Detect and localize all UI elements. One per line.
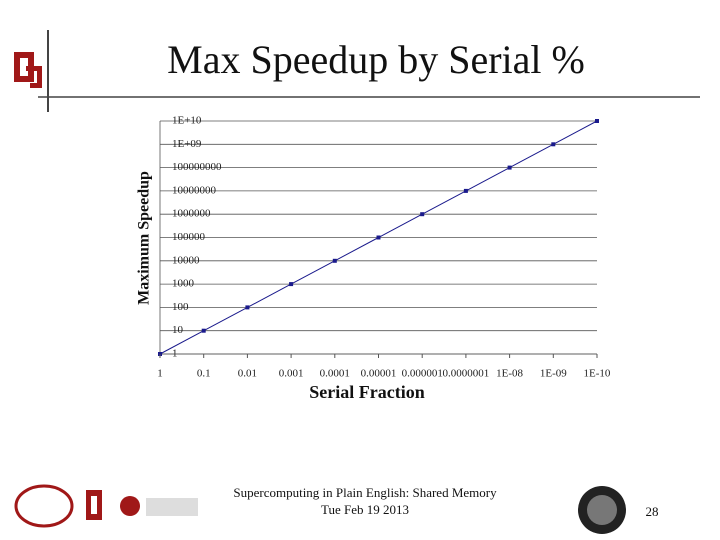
- footer-logos: [14, 484, 626, 534]
- footer-text: Tue Feb 19 2013: [321, 502, 409, 517]
- y-tick-label: 10000: [172, 254, 200, 266]
- y-tick-label: 1000: [172, 278, 195, 290]
- x-tick-label: 0.01: [238, 368, 257, 380]
- point-marker: [376, 235, 381, 240]
- point-marker: [289, 282, 294, 287]
- point-marker: [551, 142, 556, 147]
- point-marker: [507, 165, 512, 170]
- y-tick-label: 1000000: [172, 208, 211, 220]
- x-tick-label: 0.00001: [361, 368, 397, 380]
- point-marker: [420, 212, 425, 217]
- x-tick-label: 1: [157, 368, 163, 380]
- point-marker: [463, 188, 468, 193]
- x-tick-label: 0.0001: [320, 368, 350, 380]
- y-tick-label: 10: [172, 324, 184, 336]
- y-tick-label: 100: [172, 301, 189, 313]
- point-marker: [332, 258, 337, 263]
- y-tick-label: 1: [172, 348, 178, 360]
- chart-title: Max Speedup by Serial %: [167, 37, 585, 82]
- ou-logo: [14, 52, 42, 88]
- x-tick-label: 0.001: [279, 368, 304, 380]
- point-marker: [245, 305, 250, 310]
- y-tick-label: 1E+09: [172, 138, 202, 150]
- y-tick-label: 100000: [172, 231, 206, 243]
- x-tick-label: 1E-08: [496, 368, 523, 380]
- y-axis-label: Maximum Speedup: [136, 171, 153, 305]
- x-tick-label: 1E-10: [584, 368, 611, 380]
- x-tick-label: 0.000001: [402, 368, 443, 380]
- x-tick-label: 0.0000001: [443, 368, 490, 380]
- x-tick-label: 0.1: [197, 368, 211, 380]
- y-tick-label: 100000000: [172, 161, 222, 173]
- footer-text: Supercomputing in Plain English: Shared …: [233, 485, 497, 500]
- x-axis-label: Serial Fraction: [309, 382, 424, 402]
- y-tick-label: 1E+10: [172, 115, 202, 127]
- plot: 1 10 100 1000 10000 100000 1000000 10000000 1000…: [157, 115, 611, 380]
- x-tick-label: 1E-09: [540, 368, 567, 380]
- point-marker: [201, 328, 206, 333]
- page-number: 28: [646, 504, 659, 519]
- point-marker: [595, 119, 599, 123]
- y-tick-label: 10000000: [172, 184, 217, 196]
